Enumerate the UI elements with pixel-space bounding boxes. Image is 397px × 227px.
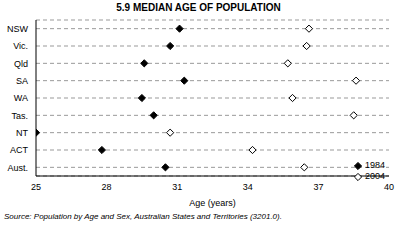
html-text:2004: 2004 (365, 171, 385, 181)
html-text:5.9 MEDIAN AGE OF POPULATION: 5.9 MEDIAN AGE OF POPULATION (116, 2, 281, 13)
svg-text:WA: WA (14, 93, 28, 103)
svg-text:31: 31 (172, 182, 182, 192)
svg-text:37: 37 (313, 182, 323, 192)
svg-text:Aust.: Aust. (8, 163, 28, 173)
svg-text:SA: SA (16, 76, 28, 86)
svg-text:Tas.: Tas. (11, 111, 28, 121)
svg-text:40: 40 (384, 182, 389, 192)
svg-text:Age (years): Age (years) (189, 198, 236, 208)
svg-text:34: 34 (243, 182, 253, 192)
svg-text:25: 25 (31, 182, 41, 192)
svg-text:NSW: NSW (8, 24, 29, 34)
html-text:Source: Population by Age and: Source: Population by Age and Sex, Austr… (4, 212, 282, 221)
svg-text:NT: NT (16, 128, 28, 138)
html-text:1984: 1984 (365, 160, 385, 170)
svg-text:ACT: ACT (10, 145, 29, 155)
svg-text:Qld: Qld (14, 59, 28, 69)
svg-text:28: 28 (102, 182, 112, 192)
svg-text:Vic.: Vic. (13, 41, 28, 51)
